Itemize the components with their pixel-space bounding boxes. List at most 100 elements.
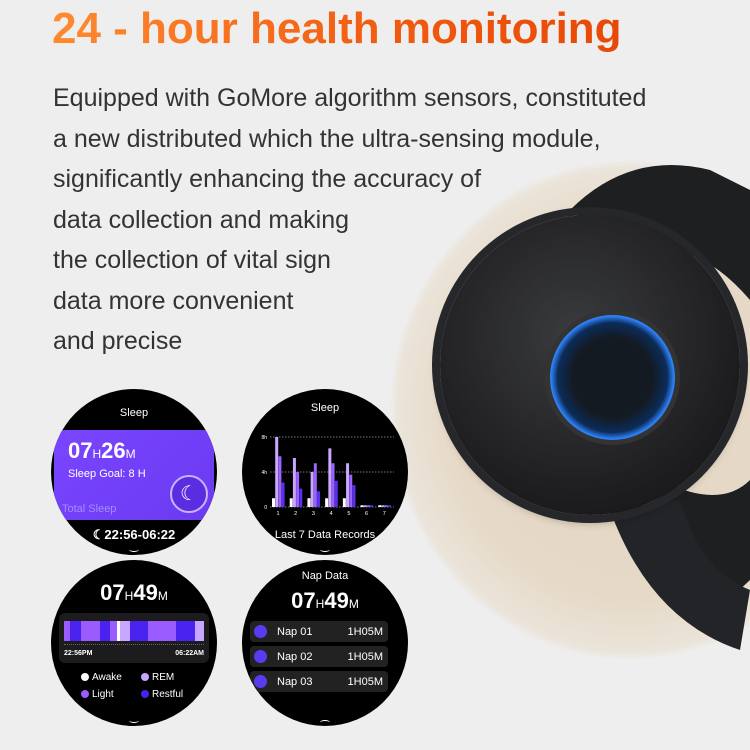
sleep-bar: [346, 463, 350, 507]
sleep-bar: [381, 505, 385, 507]
stage-segment-restful: [70, 621, 81, 641]
sleep-bar: [387, 505, 391, 507]
sleep-bar-chart: 0 4h 8h 1 2 3 4 5 6 7: [261, 435, 394, 517]
stage-segment-light: [80, 621, 100, 641]
screen-title: Nap Data: [301, 570, 349, 582]
sleep-bar: [334, 480, 338, 507]
stage-segment-restful: [99, 621, 110, 641]
description-line: a new distributed which the ultra-sensin…: [53, 124, 601, 153]
sleep-chart-screen: Sleep 0 4h 8h 1 2 3 4 5 6 7 Last 7 Data Records: [242, 389, 408, 555]
stage-segment-restful: [176, 621, 196, 641]
stage-segment-restful: [130, 621, 149, 641]
sleep-bar: [366, 505, 370, 507]
sleep-bar: [349, 474, 353, 507]
stage-segment-light: [109, 621, 118, 641]
nap-icon: [254, 650, 267, 663]
description-line: Equipped with GoMore algorithm sensors, …: [53, 84, 647, 112]
nap-total: 07H49M: [291, 588, 359, 613]
sleep-bar: [272, 498, 275, 507]
nap-data-screen: Nap Data 07H49M Nap 01 1H05M Nap 02 1H05M …: [242, 560, 408, 726]
screen-title: Sleep: [310, 402, 340, 414]
description-line: and precise: [53, 327, 183, 355]
sleep-bar: [342, 498, 346, 507]
screen-title: Sleep: [119, 407, 149, 419]
sleep-stages-screen: 07H49M 22:56PM 06:22AM Awake REM Light R…: [51, 560, 217, 726]
nap-row[interactable]: Nap 02 1H05M: [250, 646, 388, 667]
sleep-bar: [281, 482, 285, 507]
sleep-duration: 07H49M: [100, 580, 168, 605]
description-line: the collection of vital sign: [53, 246, 331, 274]
end-time: 06:22AM: [175, 650, 204, 657]
sleep-bar: [328, 448, 332, 507]
description-line: significantly enhancing the accuracy of: [53, 165, 482, 193]
sleep-bar: [317, 491, 321, 507]
x-tick-label: 1: [276, 511, 279, 517]
stage-segment-light: [148, 621, 177, 641]
legend-light: Light: [81, 689, 141, 700]
sleep-bar: [325, 498, 329, 507]
nap-name: Nap 01: [277, 625, 313, 638]
legend: Awake REM Light Restful: [81, 672, 201, 700]
moon-star-icon: ☾: [170, 475, 208, 513]
chevron-up-icon[interactable]: [320, 720, 330, 725]
legend-rem: REM: [141, 672, 201, 683]
sleep-bar: [370, 505, 374, 507]
stages-panel: 22:56PM 06:22AM: [59, 613, 209, 663]
sleep-bar: [331, 463, 335, 507]
sleep-bar: [296, 472, 300, 507]
stage-segment-rem: [120, 621, 131, 641]
sleep-bar: [289, 498, 293, 507]
stage-segment-rem: [195, 621, 205, 641]
nap-icon: [254, 625, 267, 638]
x-tick-label: 6: [365, 511, 368, 517]
x-tick-label: 3: [312, 511, 315, 517]
heart-rate-sensor: [550, 315, 675, 440]
chart-caption: Last 7 Data Records: [274, 529, 376, 541]
chevron-down-icon[interactable]: [129, 718, 139, 723]
y-tick-label: 8h: [261, 435, 267, 441]
nap-name: Nap 02: [277, 650, 313, 663]
x-tick-label: 7: [383, 511, 386, 517]
sleep-card: 07H26M Sleep Goal: 8 H Total Sleep ☾: [54, 430, 214, 520]
nap-duration: 1H05M: [347, 675, 383, 688]
sleep-bar: [275, 437, 279, 507]
legend-restful: Restful: [141, 689, 201, 700]
sleep-bar: [384, 505, 388, 507]
nap-duration: 1H05M: [347, 650, 383, 663]
sleep-bar: [292, 458, 296, 507]
start-time: 22:56PM: [64, 650, 93, 657]
sleep-bar: [360, 505, 364, 507]
sleep-bar: [313, 463, 317, 507]
sleep-bar: [378, 505, 382, 507]
x-tick-label: 5: [347, 511, 350, 517]
sleep-time-range: ☾22:56-06:22: [92, 527, 176, 542]
moon-icon: ☾: [92, 527, 105, 542]
sleep-bar: [299, 488, 303, 507]
nap-duration: 1H05M: [347, 625, 383, 638]
y-tick-label: 4h: [261, 470, 267, 476]
description-line: data more convenient: [53, 286, 294, 315]
chevron-down-icon[interactable]: [320, 547, 330, 552]
legend-awake: Awake: [81, 672, 141, 683]
sleep-bar: [363, 505, 367, 507]
x-tick-label: 2: [294, 511, 297, 517]
y-tick-label: 0: [264, 505, 267, 511]
sleep-bar: [310, 472, 314, 507]
stage-segment-awake: [117, 621, 121, 641]
description: Equipped with GoMore algorithm sensors, …: [53, 78, 646, 362]
sleep-bar: [278, 456, 282, 507]
sleep-goal: Sleep Goal: 8 H: [68, 468, 146, 480]
description-line: data collection and making: [53, 205, 350, 234]
nap-row[interactable]: Nap 03 1H05M: [250, 671, 388, 692]
chevron-down-icon[interactable]: [129, 547, 139, 552]
sleep-bar: [307, 498, 311, 507]
nap-icon: [254, 675, 267, 688]
headline: 24 - hour health monitoring: [52, 4, 622, 53]
x-tick-label: 4: [330, 511, 333, 517]
sleep-summary-screen: Sleep 07H26M Sleep Goal: 8 H Total Sleep…: [51, 389, 217, 555]
sleep-bar: [352, 485, 356, 507]
nap-name: Nap 03: [277, 675, 313, 688]
total-sleep-value: 07H26M: [68, 438, 136, 463]
nap-row[interactable]: Nap 01 1H05M: [250, 621, 388, 642]
sleep-stage-bar: [64, 621, 205, 641]
